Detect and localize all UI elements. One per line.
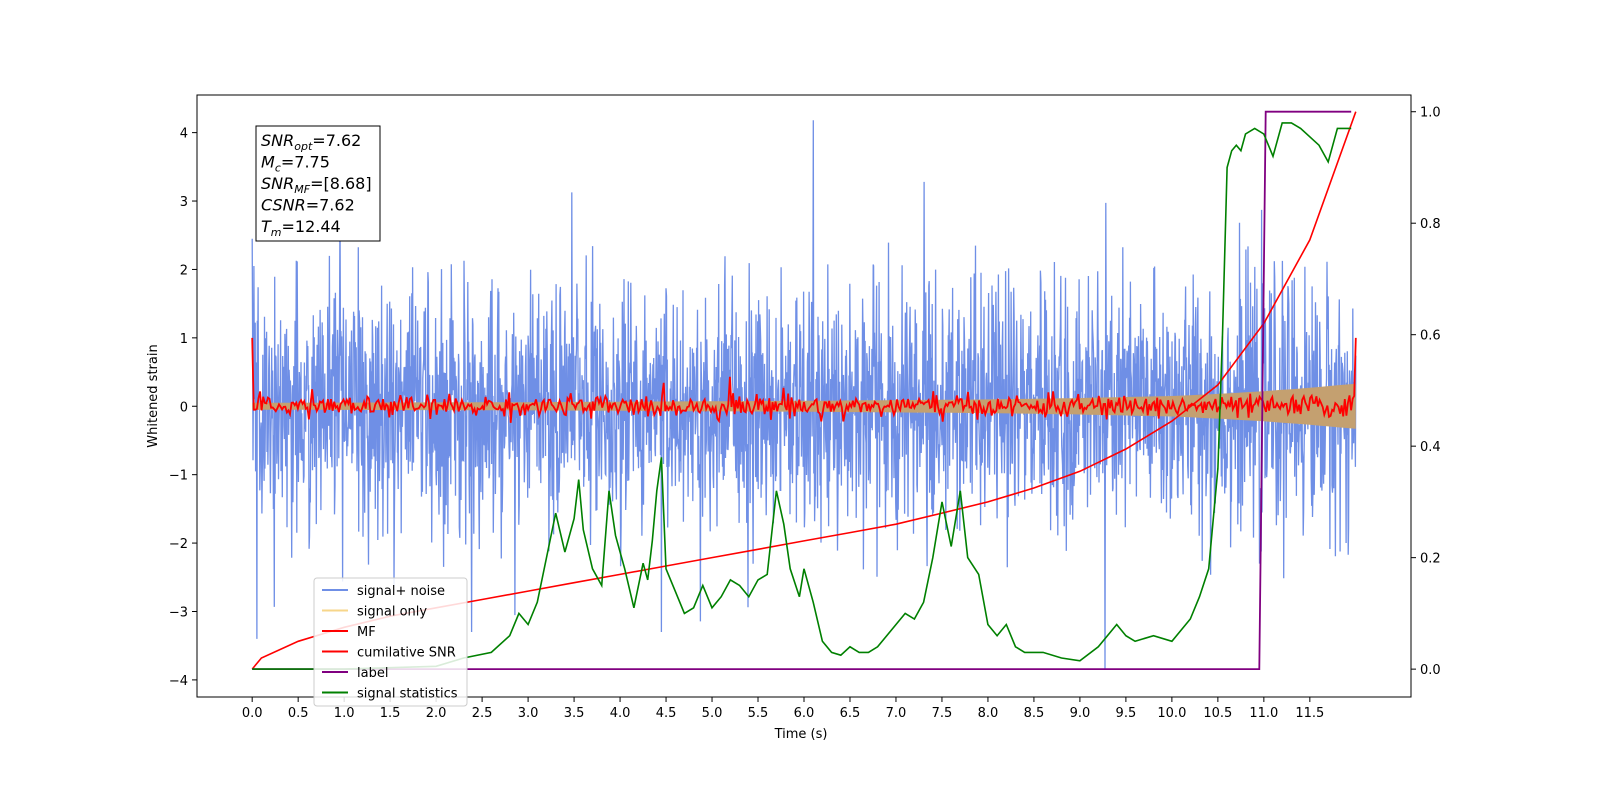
axes: 0.0 0.5 1.0 1.5 2.0 2.5 3.0 3.5 4.0 4.5 5.0 5.5 6.0 6… <box>169 106 1441 721</box>
x-tick-label: 3.0 <box>518 706 539 721</box>
annotation-line: CSNR=7.62 <box>261 196 355 215</box>
x-tick-label: 5.5 <box>748 706 769 721</box>
x-tick-label: 9.0 <box>1070 706 1091 721</box>
y2-tick-label: 1.0 <box>1420 106 1441 121</box>
y2-tick-label: 0.2 <box>1420 552 1441 567</box>
y-tick-label: −4 <box>169 674 188 689</box>
annotation-line: Mc=7.75 <box>261 153 330 175</box>
x-tick-label: 11.0 <box>1249 706 1278 721</box>
legend-label: signal+ noise <box>357 584 445 599</box>
x-tick-label: 2.0 <box>426 706 447 721</box>
x-tick-label: 2.5 <box>472 706 493 721</box>
legend: signal+ noise signal only MF cumilative SNR… <box>313 577 468 707</box>
x-tick-label: 8.5 <box>1024 706 1045 721</box>
x-tick-label: 3.5 <box>564 706 585 721</box>
x-tick-label: 6.0 <box>794 706 815 721</box>
x-tick-label: 5.0 <box>702 706 723 721</box>
x-tick-label: 0.5 <box>288 706 309 721</box>
y-tick-label: 1 <box>180 332 188 347</box>
series-label-line <box>252 110 1352 670</box>
annotation-line: Tm=12.44 <box>261 217 341 239</box>
annotation-line: SNRopt=7.62 <box>261 131 361 153</box>
series-signal-noise-line <box>251 120 1357 670</box>
y2-tick-label: 0.0 <box>1420 663 1441 678</box>
x-tick-label: 1.0 <box>334 706 355 721</box>
legend-label: cumilative SNR <box>357 646 456 661</box>
y-tick-label: 4 <box>180 127 188 142</box>
x-tick-label: 7.5 <box>932 706 953 721</box>
x-tick-label: 4.0 <box>610 706 631 721</box>
legend-label: signal only <box>357 605 427 620</box>
annotation-line: SNRMF=[8.68] <box>261 174 372 196</box>
y2-tick-label: 0.4 <box>1420 440 1441 455</box>
annotation-frame <box>255 125 381 242</box>
x-tick-label: 11.5 <box>1295 706 1324 721</box>
y-tick-label: 3 <box>180 195 188 210</box>
legend-label: label <box>357 666 388 681</box>
y-tick-label: 0 <box>180 400 188 415</box>
y-tick-label: 2 <box>180 263 188 278</box>
y-axis-label: Whitened strain <box>146 344 161 447</box>
x-tick-label: 10.5 <box>1203 706 1232 721</box>
x-tick-label: 10.0 <box>1157 706 1186 721</box>
y-tick-label: −1 <box>169 469 188 484</box>
x-tick-label: 9.5 <box>1116 706 1137 721</box>
x-tick-label: 6.5 <box>840 706 861 721</box>
x-tick-label: 7.0 <box>886 706 907 721</box>
x-axis-label: Time (s) <box>774 727 828 742</box>
legend-label: MF <box>357 625 376 640</box>
x-tick-label: 1.5 <box>380 706 401 721</box>
y-tick-label: −3 <box>169 605 188 620</box>
series-signal-statistics-line <box>252 122 1352 670</box>
y2-tick-label: 0.8 <box>1420 217 1441 232</box>
legend-label: signal statistics <box>357 687 458 702</box>
y-tick-label: −2 <box>169 537 188 552</box>
legend-frame <box>313 577 468 707</box>
y2-tick-label: 0.6 <box>1420 329 1441 344</box>
series-mf-line <box>251 337 1357 424</box>
x-tick-label: 8.0 <box>978 706 999 721</box>
x-tick-label: 4.5 <box>656 706 677 721</box>
x-tick-label: 0.0 <box>242 706 263 721</box>
